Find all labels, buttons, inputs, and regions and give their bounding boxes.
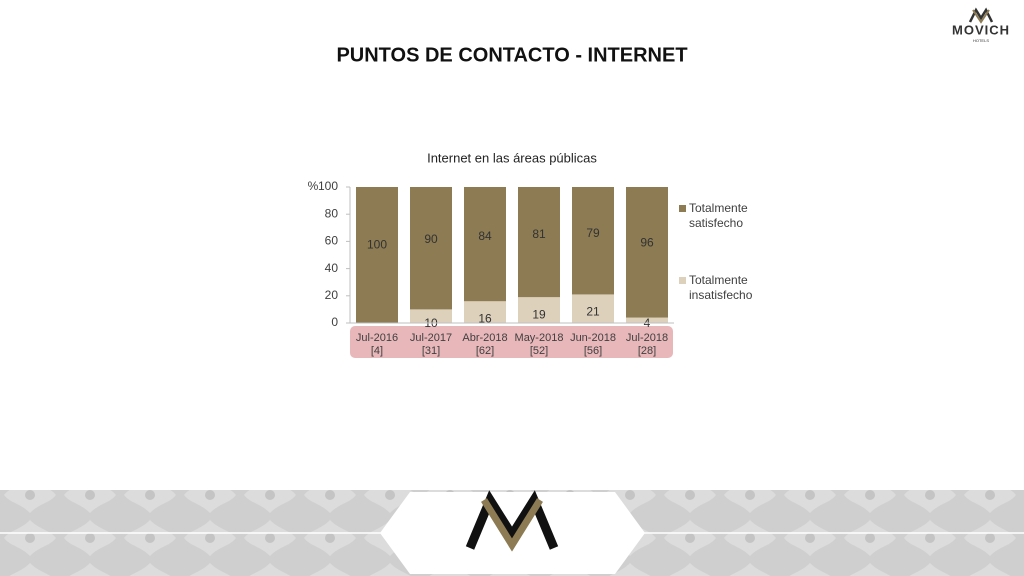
bar-segment: [410, 309, 452, 323]
brand-name: MOVICH: [952, 22, 1010, 37]
x-sample-size: [4]: [371, 345, 383, 357]
bar-segment: [464, 301, 506, 323]
legend-swatch: [679, 205, 686, 212]
legend-swatch: [679, 277, 686, 284]
chart: 020406080100Jul-2016[4]100Jul-2017[31]10…: [318, 179, 753, 357]
logo-mark: [968, 7, 994, 23]
bar-segment: [356, 187, 398, 323]
data-label: 96: [640, 235, 654, 249]
y-tick-label: 80: [325, 206, 339, 220]
y-tick-label: 60: [325, 234, 339, 248]
data-label: 100: [367, 238, 387, 252]
brand-logo: MOVICH HOTELS: [952, 7, 1010, 43]
slide-title: PUNTOS DE CONTACTO - INTERNET: [336, 44, 687, 66]
y-tick-label: 40: [325, 261, 339, 275]
bar-segment: [464, 187, 506, 302]
data-label: 81: [532, 227, 546, 241]
data-label: 79: [586, 226, 600, 240]
footer: [0, 490, 1024, 576]
data-label: 21: [586, 305, 600, 319]
y-axis-label: %: [308, 179, 319, 193]
legend-label: Totalmente insatisfecho: [689, 273, 753, 302]
data-label: 90: [424, 232, 438, 246]
x-tick-label: Jul-2017: [410, 332, 452, 344]
bar-segment: [518, 187, 560, 298]
y-tick-label: 20: [325, 288, 339, 302]
x-tick-label: Jul-2018: [626, 332, 668, 344]
x-sample-size: [52]: [530, 345, 548, 357]
logo-mark: [972, 9, 990, 24]
data-label: 19: [532, 307, 546, 321]
x-sample-size: [28]: [638, 345, 656, 357]
x-tick-label: Jul-2016: [356, 332, 398, 344]
x-tick-label: May-2018: [515, 332, 564, 344]
data-label: 84: [478, 229, 492, 243]
bar-segment: [518, 297, 560, 323]
category-band: [350, 326, 673, 358]
y-tick-label: 100: [318, 179, 338, 193]
x-sample-size: [62]: [476, 345, 494, 357]
footer-logo: [481, 498, 543, 552]
x-tick-label: Abr-2018: [462, 332, 507, 344]
bar-segment: [572, 187, 614, 295]
y-tick-label: 0: [331, 315, 338, 329]
x-sample-size: [56]: [584, 345, 602, 357]
bar-segment: [410, 187, 452, 310]
brand-tagline: HOTELS: [973, 38, 989, 43]
x-tick-label: Jun-2018: [570, 332, 616, 344]
bar-segment: [572, 294, 614, 323]
bar-segment: [626, 317, 668, 323]
footer-logo: [465, 490, 559, 550]
data-label: 16: [478, 311, 492, 325]
legend-label: Totalmente satisfecho: [689, 201, 751, 230]
x-sample-size: [31]: [422, 345, 440, 357]
chart-title: Internet en las áreas públicas: [427, 150, 597, 165]
bar-segment: [626, 187, 668, 318]
